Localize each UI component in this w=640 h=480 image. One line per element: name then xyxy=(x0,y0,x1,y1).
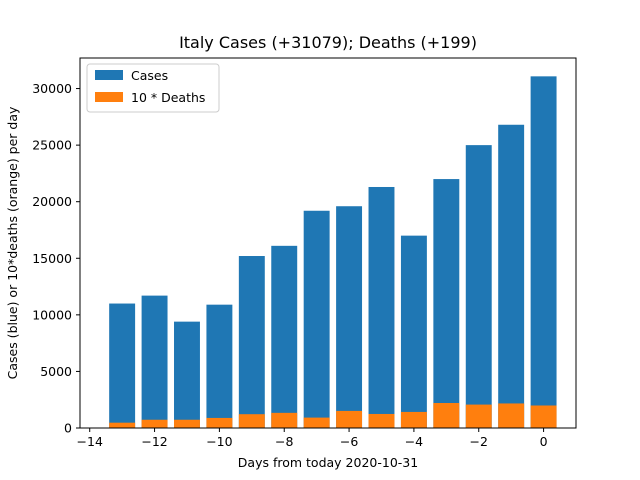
y-tick-label: 30000 xyxy=(32,81,72,96)
deaths-bar-9 xyxy=(400,411,427,428)
deaths-bar-2 xyxy=(174,419,200,428)
deaths-bar-10 xyxy=(433,402,460,428)
y-tick-label: 15000 xyxy=(32,251,72,266)
legend-label-cases: Cases xyxy=(131,68,168,83)
x-axis-label: Days from today 2020-10-31 xyxy=(238,455,418,470)
cases-bar-9 xyxy=(400,235,427,428)
legend-label-deaths: 10 * Deaths xyxy=(131,90,205,105)
deaths-bar-0 xyxy=(109,422,136,428)
deaths-bar-12 xyxy=(498,403,525,428)
plot-frame xyxy=(79,57,577,429)
cases-bar-1 xyxy=(141,295,168,428)
x-tick-label: −2 xyxy=(470,434,488,449)
y-tick-label: 25000 xyxy=(32,138,72,153)
deaths-bar-6 xyxy=(303,417,330,428)
x-tick-label: −10 xyxy=(206,434,232,449)
x-tick-label: −12 xyxy=(141,434,167,449)
deaths-bar-11 xyxy=(465,404,492,428)
cases-bar-8 xyxy=(368,186,395,428)
cases-bar-4 xyxy=(238,256,265,428)
cases-bar-13 xyxy=(530,76,557,429)
deaths-bar-1 xyxy=(141,419,168,428)
cases-bar-2 xyxy=(174,321,200,428)
legend: Cases 10 * Deaths xyxy=(86,63,220,113)
x-tick-label: −4 xyxy=(405,434,423,449)
x-tick-label: 0 xyxy=(540,434,548,449)
y-tick-label: 10000 xyxy=(32,307,72,322)
deaths-bar-13 xyxy=(530,405,557,428)
y-axis-label: Cases (blue) or 10*deaths (orange) per d… xyxy=(5,106,20,379)
cases-bar-12 xyxy=(498,124,525,428)
deaths-bar-4 xyxy=(238,414,265,428)
cases-bar-3 xyxy=(206,304,233,428)
y-tick-label: 20000 xyxy=(32,194,72,209)
chart-title: Italy Cases (+31079); Deaths (+199) xyxy=(179,33,477,52)
bars-layer xyxy=(109,76,557,429)
cases-bar-11 xyxy=(465,145,492,429)
x-axis-ticks: −14 −12 −10 −8 −6 −4 −2 0 xyxy=(77,428,548,449)
x-tick-label: −8 xyxy=(275,434,293,449)
deaths-bar-8 xyxy=(368,413,395,428)
legend-swatch-cases xyxy=(95,70,123,80)
x-tick-label: −14 xyxy=(77,434,103,449)
cases-bar-7 xyxy=(336,206,363,428)
legend-swatch-deaths xyxy=(95,92,123,102)
x-tick-label: −6 xyxy=(340,434,358,449)
deaths-bar-5 xyxy=(271,412,298,428)
cases-bar-0 xyxy=(109,303,136,428)
y-axis-ticks: 0 5000 10000 15000 20000 25000 30000 xyxy=(32,81,80,436)
cases-bar-5 xyxy=(271,245,298,428)
y-tick-label: 0 xyxy=(64,421,72,436)
cases-bar-6 xyxy=(303,210,330,428)
y-tick-label: 5000 xyxy=(40,364,72,379)
deaths-bar-7 xyxy=(336,410,363,428)
deaths-bar-3 xyxy=(206,417,233,428)
cases-bar-10 xyxy=(433,179,460,428)
